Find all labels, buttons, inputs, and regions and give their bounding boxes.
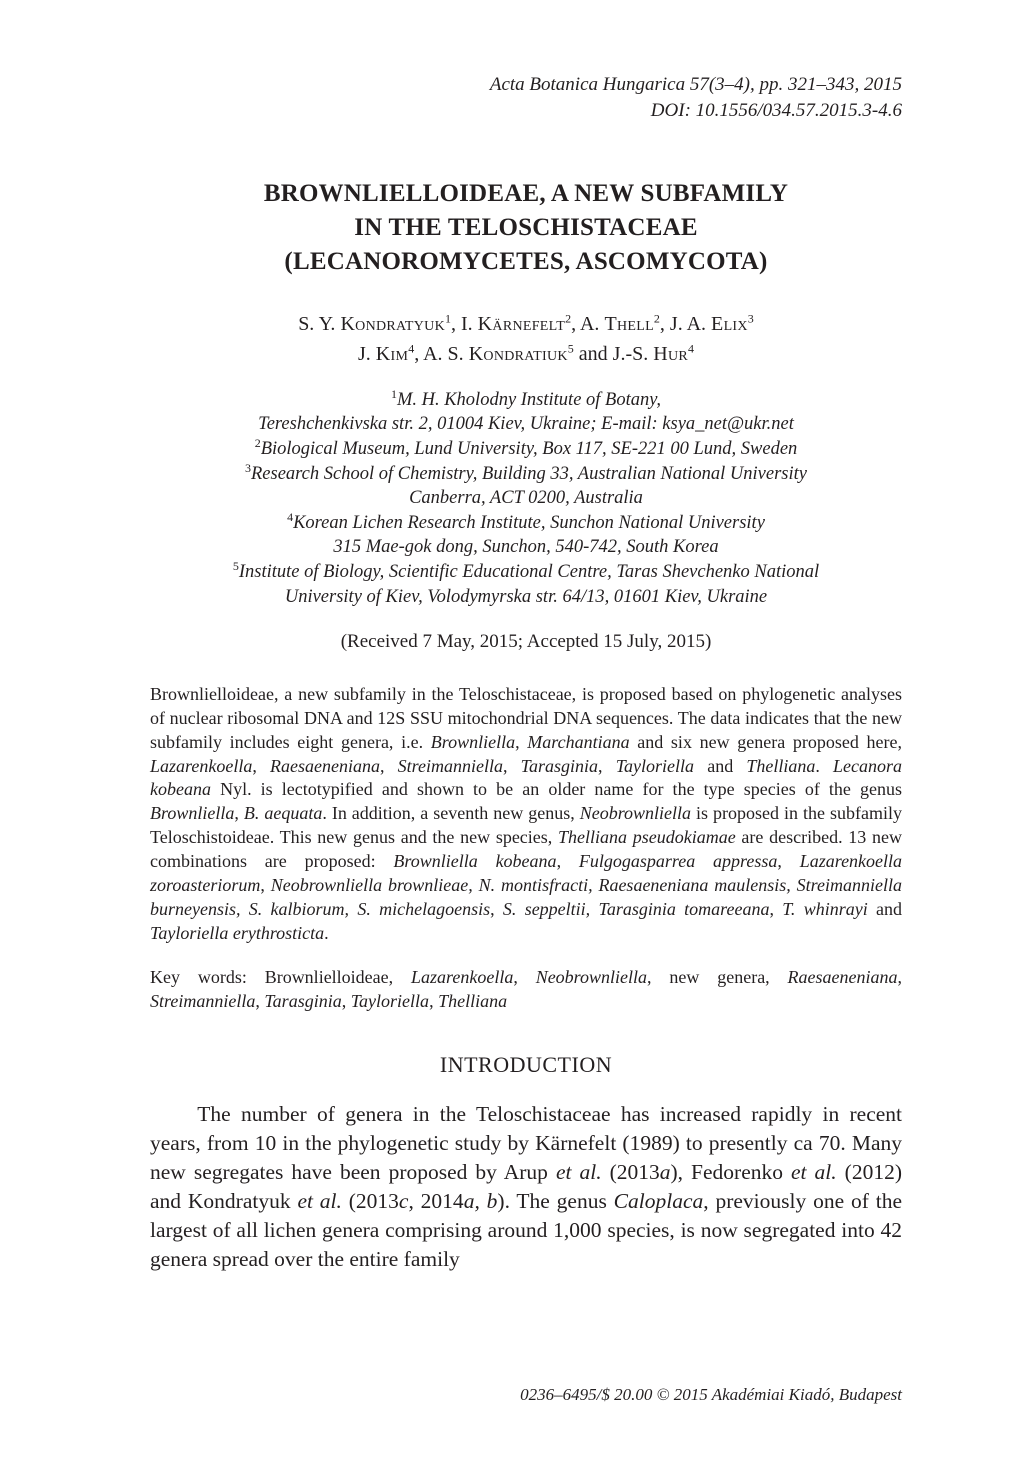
title-line-2: IN THE TELOSCHISTACEAE bbox=[354, 214, 697, 241]
running-head: Acta Botanica Hungarica 57(3–4), pp. 321… bbox=[150, 72, 902, 123]
journal-citation: Acta Botanica Hungarica 57(3–4), pp. 321… bbox=[490, 74, 902, 95]
author-list: S. Y. Kondratyuk1, I. Kärnefelt2, A. The… bbox=[150, 309, 902, 369]
section-heading-introduction: INTRODUCTION bbox=[150, 1052, 902, 1078]
body-paragraph: The number of genera in the Teloschistac… bbox=[150, 1100, 902, 1274]
received-accepted-dates: (Received 7 May, 2015; Accepted 15 July,… bbox=[150, 631, 902, 653]
title-line-3: (LECANOROMYCETES, ASCOMYCOTA) bbox=[284, 248, 767, 275]
affiliations: 1M. H. Kholodny Institute of Botany,Tere… bbox=[150, 387, 902, 609]
title-line-1: BROWNLIELLOIDEAE, A NEW SUBFAMILY bbox=[264, 180, 788, 207]
article-title: BROWNLIELLOIDEAE, A NEW SUBFAMILY IN THE… bbox=[150, 177, 902, 278]
abstract: Brownlielloideae, a new subfamily in the… bbox=[150, 683, 902, 946]
doi: DOI: 10.1556/034.57.2015.3-4.6 bbox=[651, 100, 902, 121]
keywords: Key words: Brownlielloideae, Lazarenkoel… bbox=[150, 966, 902, 1014]
copyright-footer: 0236–6495/$ 20.00 © 2015 Akadémiai Kiadó… bbox=[520, 1385, 902, 1405]
